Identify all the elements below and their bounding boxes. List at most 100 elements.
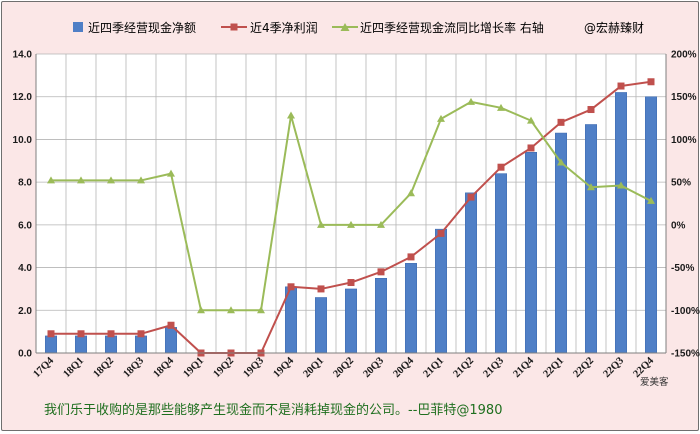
right-tick-label: -100% (671, 306, 700, 317)
bar (405, 263, 417, 354)
left-tick-label: 4.0 (18, 263, 32, 274)
growth-point (227, 306, 235, 314)
x-tick-label: 17Q4 (31, 355, 56, 380)
x-tick-label: 21Q3 (481, 355, 506, 380)
legend-marker-net-profit (230, 23, 238, 31)
x-tick-label: 18Q1 (61, 355, 86, 380)
bar (105, 335, 117, 354)
left-tick-label: 8.0 (18, 178, 32, 189)
bar (165, 327, 177, 354)
net-profit-point (617, 82, 625, 90)
buffett-quote: 我们乐于收购的是那些能够产生现金而不是消耗掉现金的公司。--巴菲特@1980 (44, 402, 502, 418)
legend-bar-swatch (73, 22, 83, 32)
bar (615, 92, 627, 354)
x-tick-label: 20Q1 (301, 355, 326, 380)
x-tick-label: 18Q3 (121, 355, 146, 380)
net-profit-point (437, 229, 445, 237)
x-tick-label: 22Q3 (601, 355, 626, 380)
growth-point (527, 116, 535, 124)
left-tick-label: 2.0 (18, 306, 32, 317)
right-tick-label: 150% (671, 92, 697, 103)
net-profit-point (347, 279, 355, 287)
bar (495, 173, 507, 354)
growth-point (497, 103, 505, 111)
net-profit-point (527, 144, 535, 152)
right-axis-ticks: -150% -100% -50% 0% 50% 100% 150% 200% (671, 50, 700, 360)
growth-point (437, 114, 445, 122)
x-tick-label: 22Q2 (571, 355, 596, 380)
net-profit-point (407, 253, 415, 261)
x-tick-label: 19Q1 (181, 355, 206, 380)
x-tick-label: 20Q3 (361, 355, 386, 380)
growth-point (197, 306, 205, 314)
bar (315, 297, 327, 354)
growth-point (347, 220, 355, 228)
x-tick-label: 21Q4 (511, 355, 536, 380)
left-tick-label: 6.0 (18, 220, 32, 231)
growth-point (557, 158, 565, 166)
bar (645, 96, 657, 354)
x-tick-label: 18Q2 (91, 355, 116, 380)
growth-point (647, 196, 655, 204)
x-tick-label: 19Q2 (211, 355, 236, 380)
net-profit-point (467, 193, 475, 201)
x-tick-label: 20Q4 (391, 355, 416, 380)
growth-point (47, 176, 55, 184)
legend-label-net-profit: 近4季净利润 (250, 21, 318, 35)
company-credit: 爱美客 (640, 376, 669, 388)
left-tick-label: 12.0 (13, 92, 33, 103)
net-profit-point (77, 330, 85, 338)
growth-point (407, 189, 415, 197)
growth-point (287, 111, 295, 119)
legend-label-cash-flow: 近四季经营现金净额 (88, 20, 196, 35)
x-tick-label: 20Q2 (331, 355, 356, 380)
left-tick-label: 0.0 (18, 349, 32, 360)
x-tick-label: 21Q2 (451, 355, 476, 380)
x-tick-label: 21Q1 (421, 355, 446, 380)
net-profit-point (107, 330, 115, 338)
net-profit-point (587, 106, 595, 114)
growth-point (77, 176, 85, 184)
legend-label-growth: 近四季经营现金流同比增长率 右轴 (360, 20, 544, 35)
net-profit-point (137, 330, 145, 338)
right-tick-label: 200% (671, 50, 697, 61)
bar (375, 278, 387, 354)
line-series (47, 78, 655, 357)
growth-point (317, 220, 325, 228)
net-profit-point (647, 78, 655, 86)
bar (345, 288, 357, 354)
growth-point (617, 181, 625, 189)
left-tick-label: 14.0 (13, 50, 33, 61)
left-axis-ticks: 0.0 2.0 4.0 6.0 8.0 10.0 12.0 14.0 (13, 50, 33, 360)
right-tick-label: -150% (671, 349, 700, 360)
x-tick-label: 18Q4 (151, 355, 176, 380)
bar (525, 151, 537, 354)
legend-watermark: @宏赫臻财 (584, 20, 644, 35)
x-axis-ticks: 17Q4 18Q1 18Q2 18Q3 18Q4 19Q1 19Q2 19Q3 19Q4 20Q1… (31, 355, 656, 380)
net-profit-point (557, 118, 565, 126)
x-tick-label: 19Q4 (271, 355, 296, 380)
axes (35, 54, 667, 354)
net-profit-point (47, 330, 55, 338)
left-tick-label: 10.0 (13, 135, 33, 146)
right-tick-label: 100% (671, 135, 697, 146)
growth-point (107, 176, 115, 184)
right-tick-label: -50% (671, 263, 694, 274)
legend-marker-growth (340, 23, 350, 31)
bar-series (45, 92, 657, 354)
growth-point (257, 306, 265, 314)
growth-point (587, 183, 595, 191)
bar (435, 228, 447, 354)
bar (465, 192, 477, 354)
net-profit-point (317, 285, 325, 293)
bar (585, 124, 597, 354)
bar (75, 335, 87, 354)
growth-point (467, 97, 475, 105)
legend: 近四季经营现金净额 近4季净利润 近四季经营现金流同比增长率 右轴 @宏赫臻财 (73, 20, 644, 35)
bar (135, 335, 147, 354)
net-profit-point (377, 268, 385, 276)
net-profit-point (497, 163, 505, 171)
bar (45, 335, 57, 354)
